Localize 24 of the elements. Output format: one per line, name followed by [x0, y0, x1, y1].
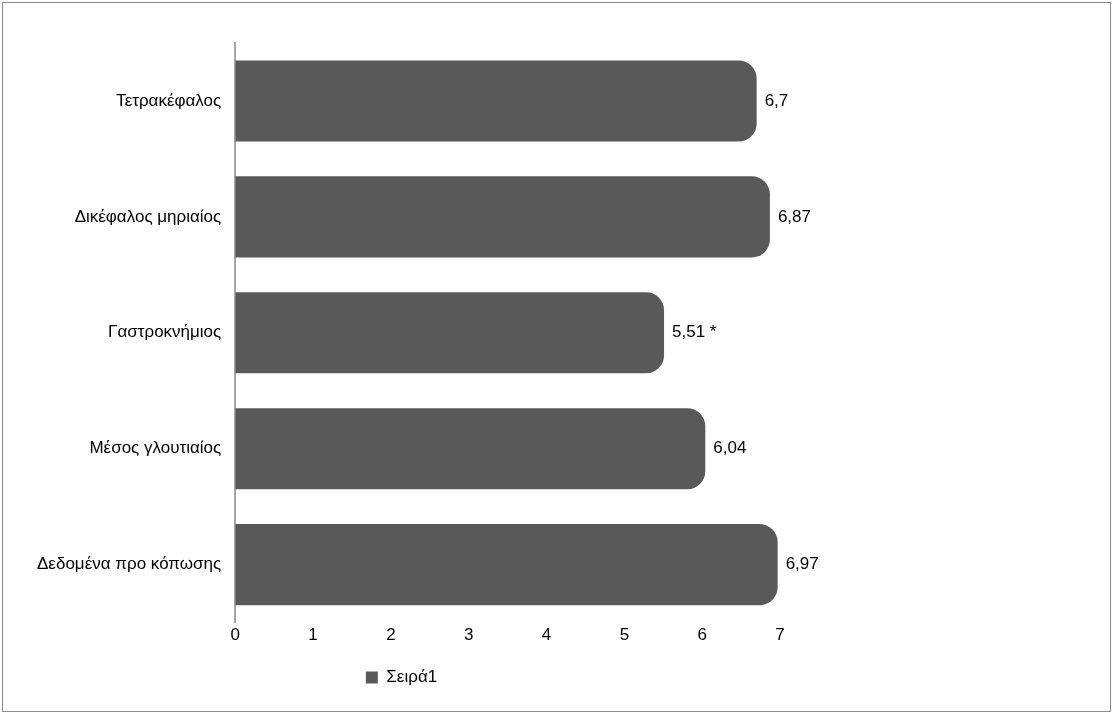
x-tick-label: 6 [697, 625, 707, 645]
bar [235, 408, 706, 490]
bar [235, 292, 665, 374]
legend-label: Σειρά1 [386, 667, 438, 687]
y-tick-label: Δεδομένα προ κόπωσης [37, 554, 222, 574]
x-tick-label: 0 [230, 625, 240, 645]
x-tick-label: 3 [463, 625, 474, 645]
data-label: 5,51 * [672, 322, 717, 342]
y-tick-label: Δικέφαλος μηριαίος [74, 206, 222, 226]
bar [235, 524, 778, 606]
bar [235, 176, 770, 258]
y-tick-label: Μέσος γλουτιαίος [89, 438, 222, 458]
x-tick-label: 5 [619, 625, 630, 645]
data-label: 6,87 [777, 206, 811, 226]
x-tick-label: 7 [775, 625, 785, 645]
bar [235, 60, 757, 142]
y-tick-label: Τετρακέφαλος [116, 90, 222, 110]
x-tick-label: 2 [386, 625, 396, 645]
data-label: 6,97 [785, 554, 819, 574]
data-label: 6,04 [713, 438, 747, 458]
data-label: 6,7 [764, 90, 789, 110]
x-tick-label: 1 [308, 625, 318, 645]
x-tick-label: 4 [541, 625, 552, 645]
y-tick-label: Γαστροκνήμιος [108, 322, 222, 342]
